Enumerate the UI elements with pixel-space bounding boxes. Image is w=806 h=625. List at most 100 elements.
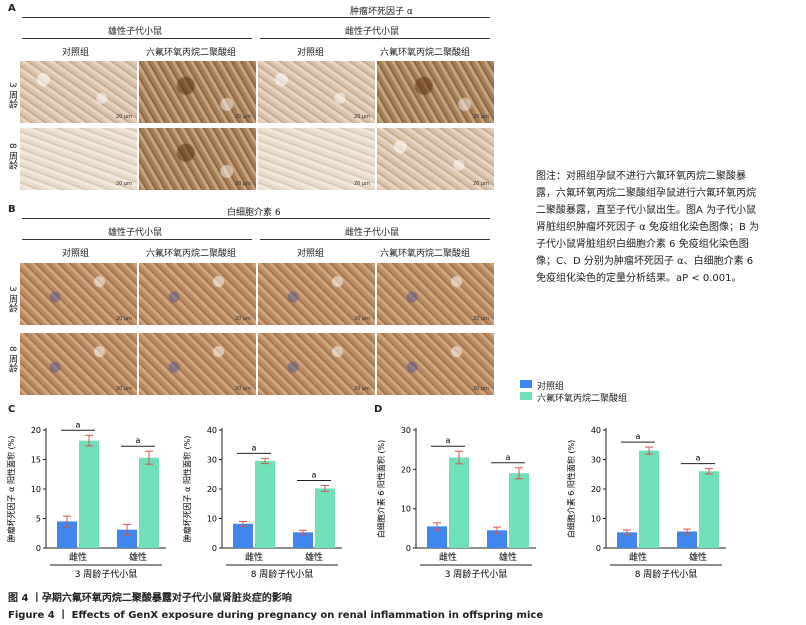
ihc-image-a-3w-male-control: 20 μm xyxy=(20,61,137,123)
scale-bar-label: 20 μm xyxy=(353,114,370,120)
bar xyxy=(639,450,659,548)
bar-chart-tnf-8w: 肿瘤坏死因子 α 阳性面积 (%) 0 10 20 30 40 a 雌性 a 雄性 8 周龄子代小鼠 xyxy=(182,426,342,580)
panel-d-letter: D xyxy=(374,404,383,415)
ihc-image-b-8w-male-control: 20 μm xyxy=(20,333,137,395)
panel-b-row-label: 3 周龄 xyxy=(7,286,17,313)
scale-bar-label: 20 μm xyxy=(115,316,132,322)
y-tick-label: 0 xyxy=(212,544,217,553)
legend-label-control: 对照组 xyxy=(537,382,565,392)
ihc-image-b-3w-female-genx: 20 μm xyxy=(377,263,494,325)
ihc-image-a-3w-female-control: 20 μm xyxy=(258,61,375,123)
scale-bar-label: 20 μm xyxy=(115,386,132,392)
panel-a-col-label: 对照组 xyxy=(62,48,90,58)
x-category-label: 雌性 xyxy=(245,551,263,563)
bar-chart-il6-8w: 白细胞介素 6 阳性面积 (%) 0 10 20 30 40 a 雌性 a 雄性 8 周龄子代小鼠 xyxy=(566,426,726,580)
panel-a-top-rule xyxy=(22,17,490,18)
panel-a-title: 肿瘤坏死因子 α xyxy=(350,7,413,17)
y-axis-label: 肿瘤坏死因子 α 阳性面积 (%) xyxy=(6,436,16,543)
scale-bar-label: 20 μm xyxy=(472,386,489,392)
x-axis-label: 3 周龄子代小鼠 xyxy=(75,568,138,580)
panel-b-col-label: 六氟环氧丙烷二聚酸组 xyxy=(380,249,471,259)
scale-bar-label: 20 μm xyxy=(472,316,489,322)
x-category-label: 雄性 xyxy=(129,551,147,563)
y-axis-label: 肿瘤坏死因子 α 阳性面积 (%) xyxy=(182,436,192,543)
y-tick-label: 0 xyxy=(406,544,411,553)
bar xyxy=(79,440,99,548)
ihc-image-b-3w-male-control: 20 μm xyxy=(20,263,137,325)
panel-a-group-rule-left xyxy=(22,38,252,39)
x-category-label: 雌性 xyxy=(439,551,457,563)
y-tick-label: 30 xyxy=(591,456,601,465)
panel-a-row-label: 8 周龄 xyxy=(7,143,17,170)
scale-bar-label: 20 μm xyxy=(353,181,370,187)
significance-label: a xyxy=(136,436,141,445)
scale-bar-label: 20 μm xyxy=(234,114,251,120)
ihc-image-a-8w-female-genx: 20 μm xyxy=(377,128,494,190)
ihc-image-a-8w-male-genx: 20 μm xyxy=(139,128,256,190)
panel-a-group-right: 雌性子代小鼠 xyxy=(345,27,400,37)
ihc-image-a-8w-female-control: 20 μm xyxy=(258,128,375,190)
ihc-image-a-8w-male-control: 20 μm xyxy=(20,128,137,190)
scale-bar-label: 20 μm xyxy=(353,386,370,392)
panel-a-col-label: 对照组 xyxy=(297,48,325,58)
significance-label: a xyxy=(696,454,701,463)
panel-b-col-label: 对照组 xyxy=(297,249,325,259)
bar xyxy=(117,529,137,548)
x-axis-label: 8 周龄子代小鼠 xyxy=(635,568,698,580)
y-tick-label: 0 xyxy=(36,544,41,553)
panel-a-col-label: 六氟环氧丙烷二聚酸组 xyxy=(146,48,237,58)
significance-label: a xyxy=(506,453,511,462)
bar xyxy=(677,531,697,548)
scale-bar-label: 20 μm xyxy=(472,114,489,120)
y-tick-label: 20 xyxy=(207,485,217,494)
bar xyxy=(139,457,159,548)
y-axis-label: 白细胞介素 6 阳性面积 (%) xyxy=(566,440,576,539)
significance-label: a xyxy=(312,470,317,479)
panel-a-group-rule-right xyxy=(260,38,490,39)
bar xyxy=(427,526,447,548)
y-tick-label: 20 xyxy=(401,465,411,474)
panel-a-col-label: 六氟环氧丙烷二聚酸组 xyxy=(380,48,471,58)
panel-b-row-label: 8 周龄 xyxy=(7,346,17,373)
scale-bar-label: 20 μm xyxy=(115,114,132,120)
panel-b-group-rule-left xyxy=(22,239,252,240)
y-tick-label: 40 xyxy=(591,426,601,435)
bar xyxy=(617,532,637,548)
panel-b-letter: B xyxy=(8,204,16,215)
bar xyxy=(315,488,335,548)
x-axis-label: 8 周龄子代小鼠 xyxy=(251,568,314,580)
y-tick-label: 0 xyxy=(596,544,601,553)
panel-b-top-rule xyxy=(22,218,490,219)
y-tick-label: 15 xyxy=(31,456,41,465)
y-tick-label: 30 xyxy=(207,456,217,465)
bar-chart-il6-3w: 白细胞介素 6 阳性面积 (%) 0 10 20 30 a 雌性 a 雄性 3 周龄子代小鼠 xyxy=(376,426,536,580)
y-tick-label: 40 xyxy=(207,426,217,435)
x-category-label: 雌性 xyxy=(629,551,647,563)
panel-a-row-label: 3 周龄 xyxy=(7,82,17,109)
panel-b-col-label: 对照组 xyxy=(62,249,90,259)
x-axis-label: 3 周龄子代小鼠 xyxy=(445,568,508,580)
figure-caption-en: Figure 4 丨 Effects of GenX exposure duri… xyxy=(8,610,544,621)
significance-label: a xyxy=(252,443,257,452)
y-axis-label: 白细胞介素 6 阳性面积 (%) xyxy=(376,440,386,539)
panel-c-letter: C xyxy=(8,404,16,415)
y-tick-label: 5 xyxy=(36,515,41,524)
ihc-image-b-8w-male-genx: 20 μm xyxy=(139,333,256,395)
y-tick-label: 20 xyxy=(31,426,41,435)
x-category-label: 雌性 xyxy=(69,551,87,563)
ihc-image-a-3w-male-genx: 20 μm xyxy=(139,61,256,123)
y-tick-label: 10 xyxy=(207,515,217,524)
bar xyxy=(57,521,77,548)
y-tick-label: 10 xyxy=(31,485,41,494)
scale-bar-label: 20 μm xyxy=(234,181,251,187)
ihc-image-b-8w-female-control: 20 μm xyxy=(258,333,375,395)
panel-b-group-left: 雄性子代小鼠 xyxy=(108,228,163,238)
legend-swatch-control xyxy=(520,380,532,388)
panel-a-letter: A xyxy=(8,3,16,14)
significance-label: a xyxy=(76,420,81,429)
significance-label: a xyxy=(446,436,451,445)
ihc-image-b-8w-female-genx: 20 μm xyxy=(377,333,494,395)
panel-b-col-label: 六氟环氧丙烷二聚酸组 xyxy=(146,249,237,259)
panel-a-group-left: 雄性子代小鼠 xyxy=(108,27,163,37)
ihc-image-a-3w-female-genx: 20 μm xyxy=(377,61,494,123)
